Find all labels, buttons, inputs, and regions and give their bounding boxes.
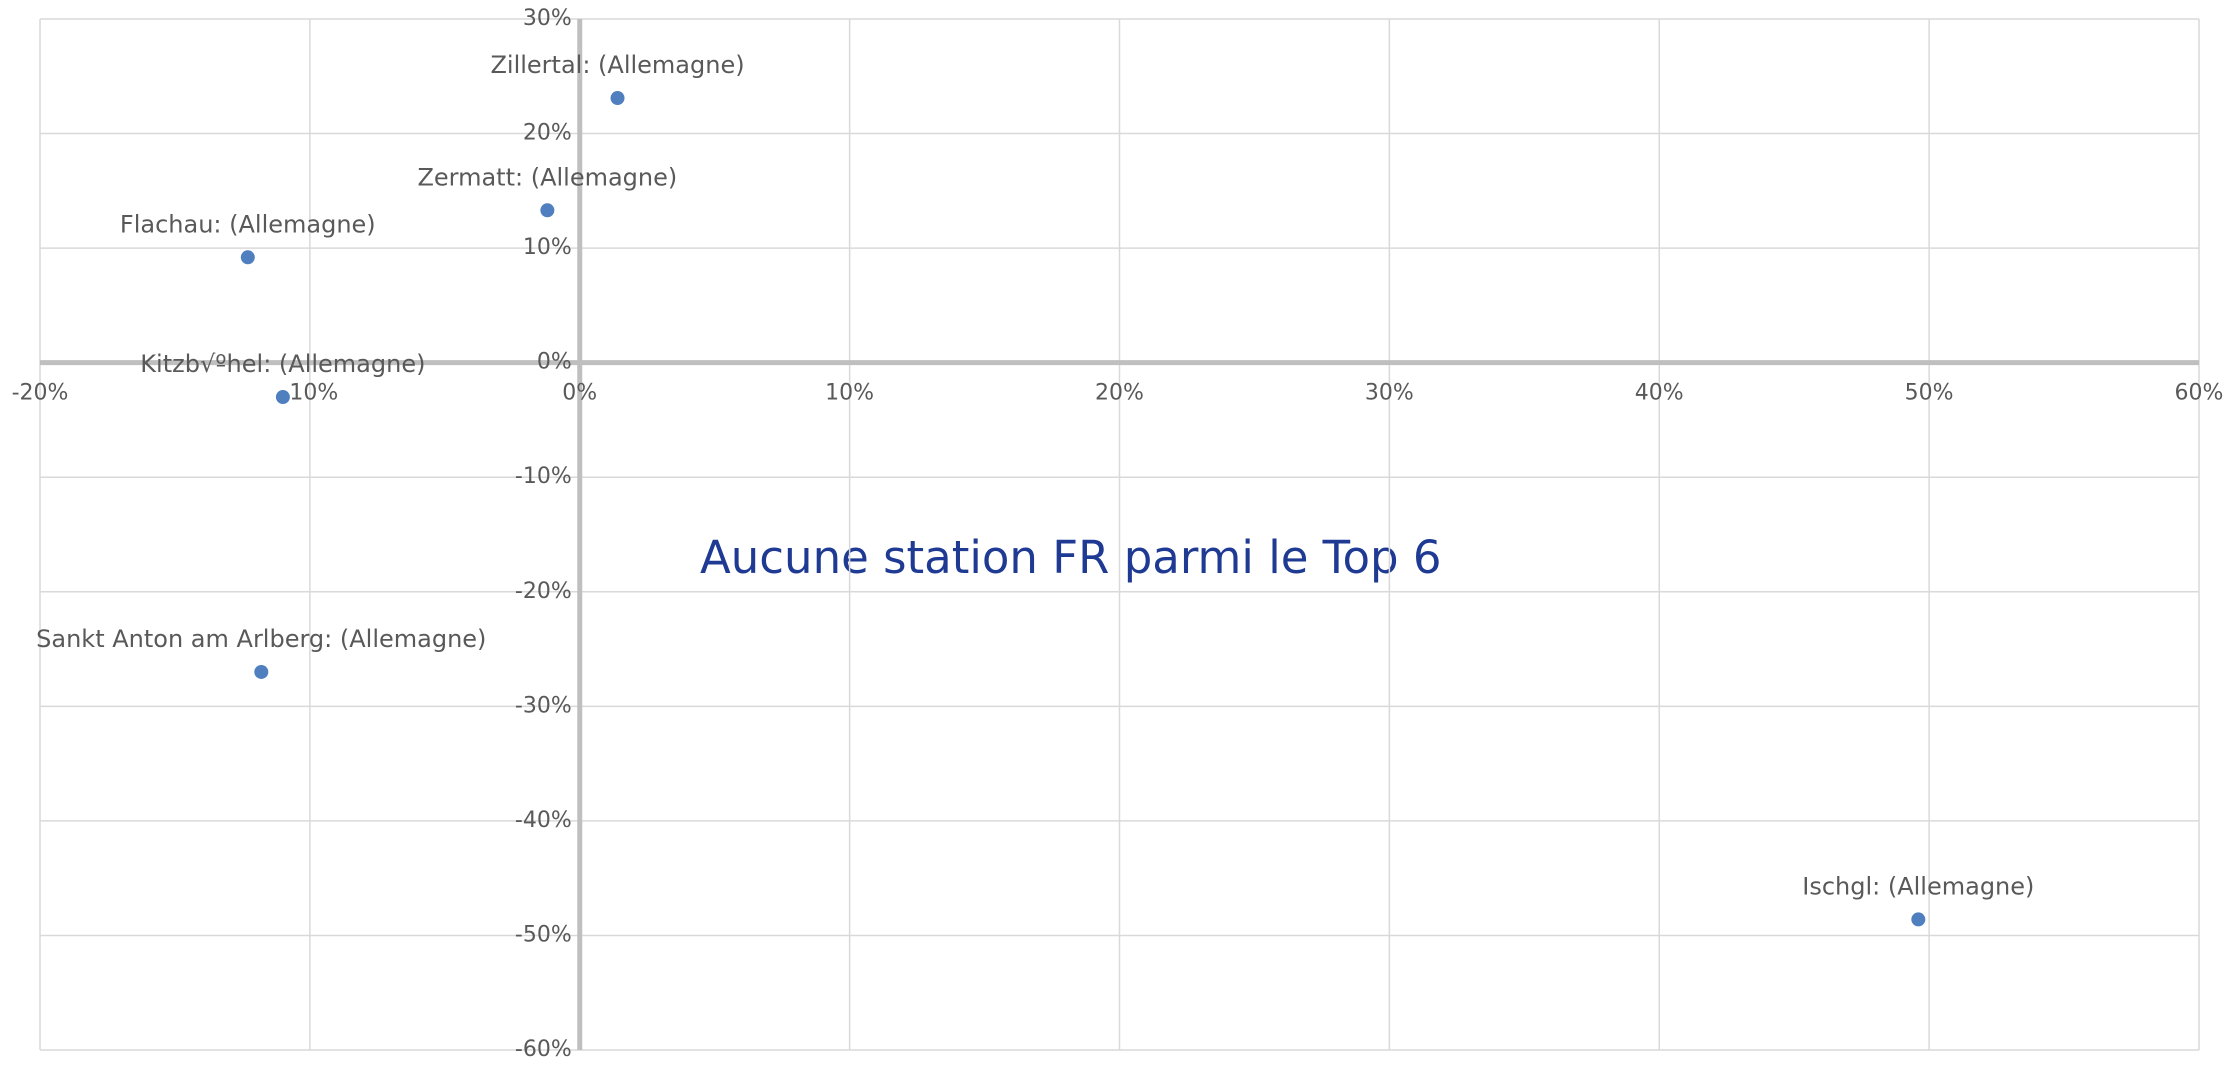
y-tick-label: -40% [515,808,572,833]
x-tick-label: 30% [1365,381,1414,406]
point [254,664,269,679]
point [1911,912,1926,927]
x-tick-label: 0% [562,381,597,406]
y-tick-label: -20% [515,579,572,604]
x-tick-label: 10% [825,381,874,406]
x-tick-label: 40% [1635,381,1684,406]
point-label: Zermatt: (Allemagne) [417,163,677,191]
y-tick-label: 10% [523,235,572,260]
x-tick-label: 50% [1905,381,1954,406]
point [240,250,255,265]
point [275,390,290,405]
point-label: Ischgl: (Allemagne) [1802,872,2034,900]
point [540,203,555,218]
x-tick-label: 60% [2175,381,2224,406]
point-label: Kitzb√ºhel: (Allemagne) [140,350,425,378]
x-tick-label: -10% [281,381,338,406]
x-tick-label: -20% [12,381,69,406]
annotation: Aucune station FR parmi le Top 6 [700,531,1442,584]
y-tick-label: 0% [537,350,572,375]
y-tick-label: -60% [515,1037,572,1062]
point-label: Sankt Anton am Arlberg: (Allemagne) [36,625,486,653]
x-tick-label: 20% [1095,381,1144,406]
y-tick-label: 30% [523,6,572,31]
y-tick-label: -50% [515,922,572,947]
y-tick-label: -10% [515,464,572,489]
y-tick-label: -30% [515,693,572,718]
point-label: Zillertal: (Allemagne) [490,51,744,79]
y-tick-label: 20% [523,121,572,146]
point [610,91,625,106]
point-label: Flachau: (Allemagne) [120,210,376,238]
